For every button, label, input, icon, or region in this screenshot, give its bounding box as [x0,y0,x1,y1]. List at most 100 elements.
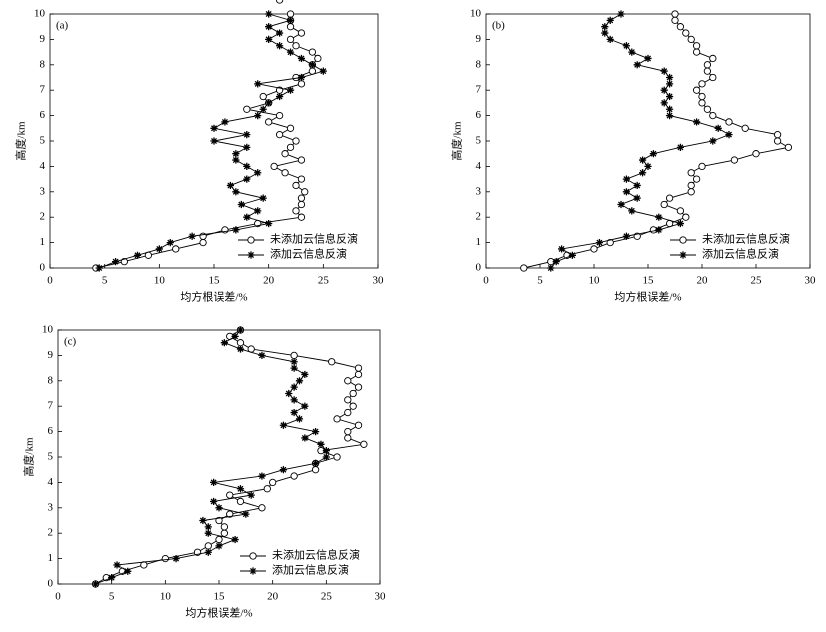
y-axis-label: 高度/km [14,121,28,161]
legend-label: 添加云信息反演 [702,247,779,261]
data-point [622,175,630,183]
data-point [226,510,234,518]
data-point [124,567,132,575]
data-point [725,131,733,139]
data-point [308,48,317,56]
data-point [590,245,598,253]
data-point [671,10,679,18]
data-point [628,48,636,56]
data-point [773,137,782,145]
y-tick-label: 8 [48,374,54,386]
y-tick-label: 0 [48,578,54,590]
y-tick-label: 4 [40,160,46,172]
data-point [655,213,663,221]
data-point [275,0,284,4]
data-point [259,92,267,101]
data-point [314,54,322,63]
data-point [161,554,169,563]
data-point [344,377,352,385]
data-point [188,232,196,240]
y-tick-label: 0 [40,262,46,274]
data-point [312,428,320,436]
data-point [292,207,300,215]
panel-label: (a) [56,20,69,32]
data-point [354,370,363,379]
data-point [639,156,647,164]
data-point [290,383,298,391]
y-tick-label: 2 [476,211,482,223]
data-point [232,226,240,234]
data-point [286,10,295,18]
data-point [290,472,298,480]
data-point [601,23,609,31]
y-tick-label: 10 [42,324,54,336]
data-point [687,188,695,196]
x-tick-label: 15 [214,591,226,603]
data-point [333,415,341,423]
data-point [297,200,306,209]
data-point [692,42,701,50]
y-tick-label: 1 [48,552,54,564]
data-point [692,175,701,183]
data-point [242,510,250,518]
data-point [649,150,657,158]
data-point [220,529,229,537]
data-point [622,42,630,50]
x-axis-label: 均方根误差/% [180,290,247,304]
data-point [254,80,262,88]
data-point [275,130,284,139]
data-point [215,542,223,550]
data-point [286,23,295,31]
x-tick-label: 5 [109,591,115,603]
x-tick-label: 15 [643,275,655,287]
legend-marker [247,251,255,259]
data-point [215,504,223,512]
y-tick-label: 2 [48,527,54,539]
data-point [693,118,701,126]
data-point [644,162,652,170]
data-point [297,73,306,82]
y-tick-label: 3 [476,185,482,197]
data-point [714,124,722,132]
data-point [617,200,625,209]
data-point [301,402,309,410]
data-point [784,143,793,152]
data-point [120,257,128,266]
data-point [276,42,284,50]
x-tick-label: 25 [751,275,763,287]
data-point [290,364,298,372]
y-tick-label: 1 [40,236,46,248]
data-point [275,111,284,120]
data-point [226,181,234,190]
data-point [360,440,368,448]
data-point [236,326,245,334]
data-point [210,497,218,506]
data-point [349,402,357,410]
data-point [558,245,566,253]
data-point [95,264,103,272]
data-point [243,175,251,183]
data-point [108,574,116,582]
data-point [270,162,278,171]
data-point [286,16,295,24]
data-point [113,561,121,569]
y-tick-label: 9 [476,33,482,45]
data-point [301,370,309,379]
data-point [254,207,262,215]
x-tick-label: 5 [537,275,543,287]
data-point [258,504,266,512]
data-point [301,188,309,196]
y-tick-label: 0 [476,262,482,274]
data-point [204,529,212,537]
x-axis-label: 均方根误差/% [614,290,681,304]
y-tick-label: 9 [48,349,54,361]
legend-marker [679,236,687,244]
data-point [290,396,298,404]
data-point [276,92,284,101]
data-point [703,105,712,113]
data-point [568,251,576,259]
data-point [237,200,245,209]
data-point [660,200,668,209]
data-point [254,112,262,120]
